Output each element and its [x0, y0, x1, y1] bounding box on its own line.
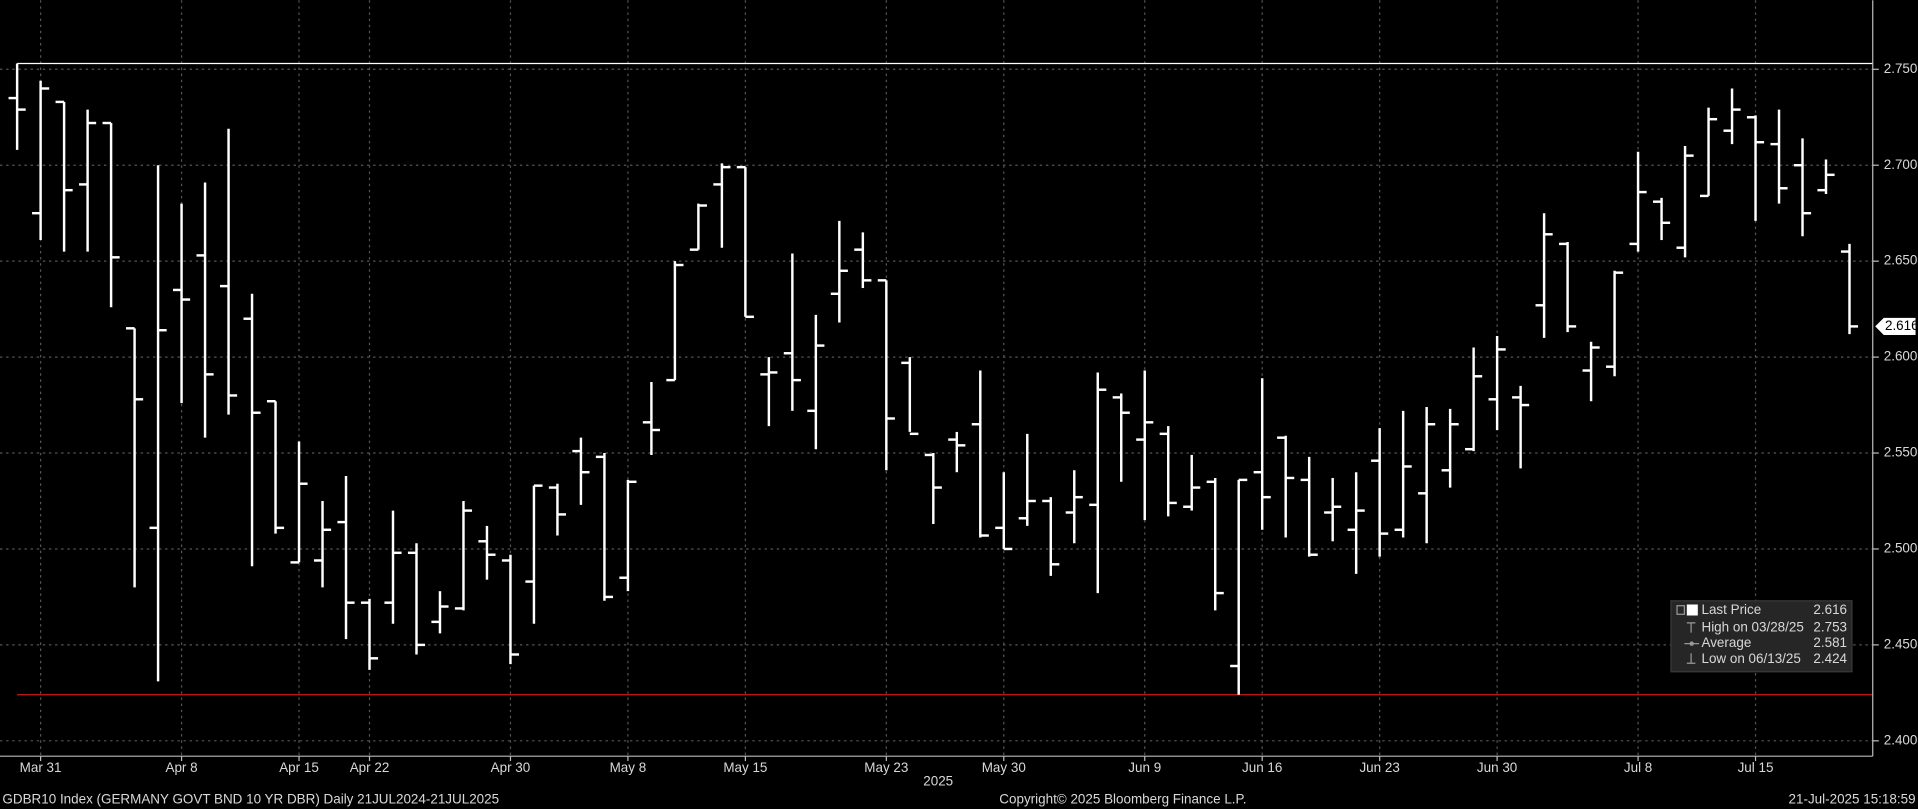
- legend-icon-low: [1686, 653, 1696, 664]
- x-tick-label: Jun 23: [1359, 760, 1399, 775]
- x-tick-label: Jun 30: [1477, 760, 1517, 775]
- legend: Last Price 2.616 High on 03/28/25 2.753 …: [1670, 600, 1853, 673]
- legend-box: [1670, 600, 1853, 673]
- legend-icon-average-dot: [1689, 641, 1694, 646]
- footer-copyright: Copyright© 2025 Bloomberg Finance L.P.: [999, 792, 1246, 807]
- x-axis-year: 2025: [923, 773, 953, 788]
- x-tick-label: Apr 8: [166, 760, 198, 775]
- x-tick-label: May 15: [723, 760, 767, 775]
- y-tick-label: 2.700: [1884, 157, 1918, 172]
- x-tick-label: Mar 31: [20, 760, 62, 775]
- x-tick-label: May 30: [982, 760, 1026, 775]
- x-tick-label: May 23: [864, 760, 908, 775]
- y-tick-label: 2.550: [1884, 445, 1918, 460]
- x-tick-label: Jul 15: [1738, 760, 1774, 775]
- x-tick-label: Apr 15: [279, 760, 319, 775]
- x-tick-label: Jun 9: [1128, 760, 1161, 775]
- legend-label: Low on 06/13/25: [1701, 651, 1800, 666]
- y-tick-label: 2.400: [1884, 732, 1918, 747]
- x-tick-label: May 8: [610, 760, 647, 775]
- y-tick-label: 2.450: [1884, 636, 1918, 651]
- last-price-label: 2.616: [1885, 318, 1918, 333]
- footer-timestamp: 21-Jul-2025 15:18:59: [1789, 792, 1916, 807]
- y-tick-label: 2.600: [1884, 349, 1918, 364]
- x-tick-label: Jul 8: [1624, 760, 1652, 775]
- legend-label: Average: [1701, 635, 1751, 650]
- x-tick-label: Apr 30: [491, 760, 531, 775]
- legend-label: High on 03/28/25: [1701, 619, 1803, 634]
- last-price-tag: [1875, 317, 1916, 335]
- legend-icon-frame: [1676, 605, 1685, 615]
- legend-value: 2.753: [1813, 619, 1847, 634]
- legend-icon-high: [1686, 622, 1696, 633]
- y-tick-label: 2.750: [1884, 61, 1918, 76]
- legend-value: 2.581: [1813, 635, 1847, 650]
- x-tick-label: Jun 16: [1242, 760, 1282, 775]
- legend-value: 2.424: [1813, 651, 1847, 666]
- footer-subtitle: GDBR10 Index (GERMANY GOVT BND 10 YR DBR…: [2, 792, 499, 807]
- legend-label: Last Price: [1701, 602, 1761, 617]
- y-tick-label: 2.650: [1884, 253, 1918, 268]
- bar-layer: [8, 62, 1873, 696]
- y-tick-label: 2.500: [1884, 541, 1918, 556]
- x-tick-label: Apr 22: [350, 760, 390, 775]
- legend-value: 2.616: [1813, 602, 1847, 617]
- legend-icon-last: [1686, 604, 1698, 616]
